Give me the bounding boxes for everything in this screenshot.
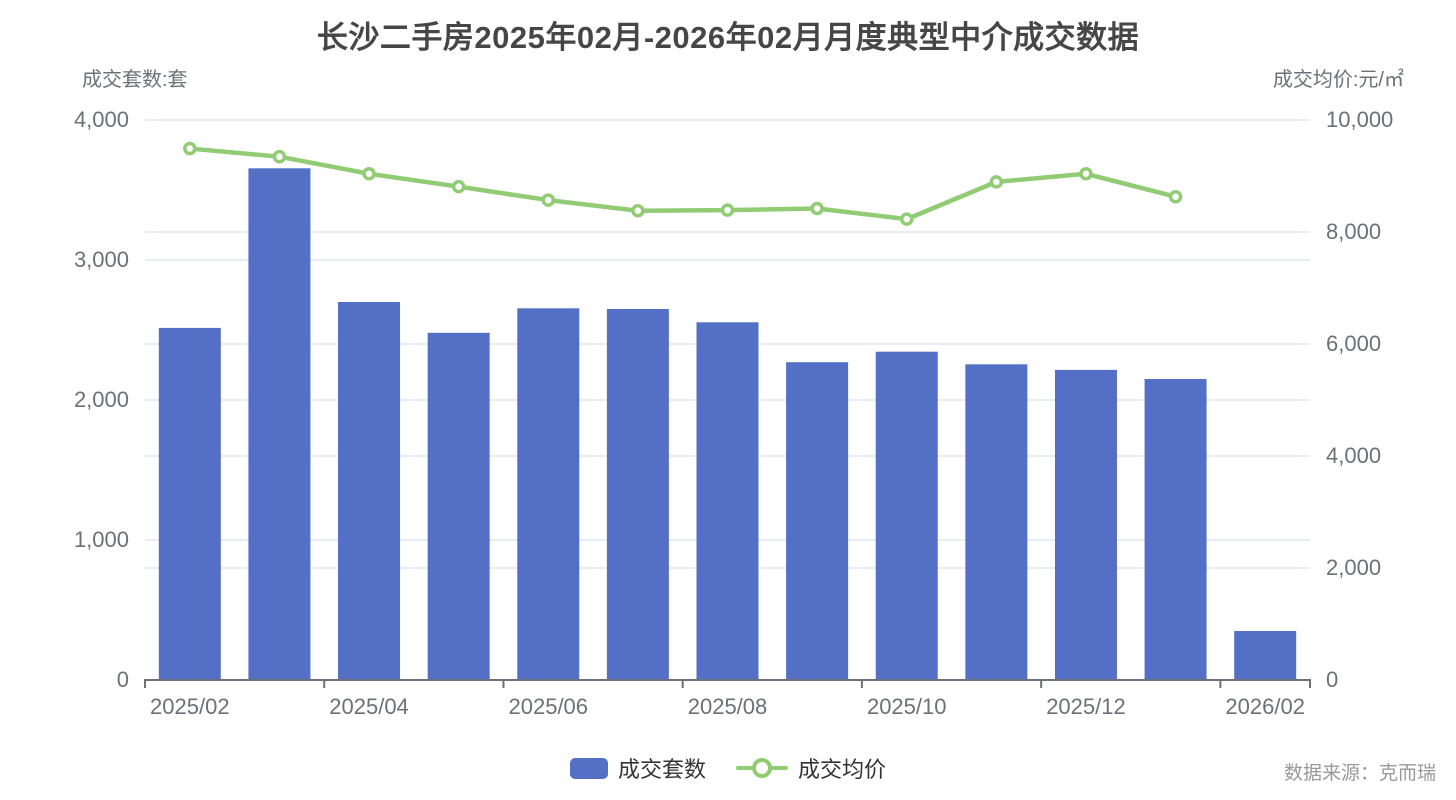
right-axis-tick-label: 2,000 <box>1326 555 1381 580</box>
line-point[interactable] <box>1168 189 1183 204</box>
line-point[interactable] <box>720 203 735 217</box>
bar[interactable] <box>1144 379 1207 680</box>
line-point[interactable] <box>631 203 645 218</box>
left-axis-tick-label: 1,000 <box>74 527 129 552</box>
x-axis-tick-label: 2025/10 <box>867 694 947 719</box>
line-point[interactable] <box>272 149 287 164</box>
bar[interactable] <box>338 302 401 680</box>
legend-label-line: 成交均价 <box>798 757 887 782</box>
line-point[interactable] <box>810 201 824 216</box>
line-point[interactable] <box>541 193 556 207</box>
x-axis-tick-label: 2025/06 <box>509 694 589 719</box>
right-axis-tick-label: 6,000 <box>1326 331 1381 356</box>
bar[interactable] <box>786 362 849 680</box>
legend: 成交套数 成交均价 <box>0 752 1456 784</box>
left-axis-tick-label: 2,000 <box>74 387 129 412</box>
bar[interactable] <box>606 309 669 680</box>
legend-item-line-series[interactable]: 成交均价 <box>736 752 886 784</box>
bar[interactable] <box>1234 631 1297 680</box>
line-series <box>187 146 1178 222</box>
x-axis-tick-label: 2025/02 <box>150 694 230 719</box>
bar[interactable] <box>517 308 580 680</box>
line-ring-icon <box>752 758 772 778</box>
bar[interactable] <box>696 322 759 680</box>
bar[interactable] <box>965 364 1028 680</box>
x-axis-tick-label: 2025/04 <box>329 694 409 719</box>
x-axis-tick-label: 2026/02 <box>1225 694 1305 719</box>
right-axis-name: 成交均价:元/㎡ <box>1272 69 1404 91</box>
line-point[interactable] <box>362 167 376 181</box>
legend-label-bar: 成交套数 <box>617 757 706 782</box>
data-source: 数据来源：克而瑞 <box>1283 763 1436 784</box>
right-axis-tick-label: 0 <box>1326 667 1338 692</box>
right-axis-tick-label: 4,000 <box>1326 443 1381 468</box>
bar[interactable] <box>158 327 221 680</box>
legend-item-bar-series[interactable]: 成交套数 <box>569 752 706 784</box>
line-marker-icon <box>736 757 788 779</box>
bar[interactable] <box>248 168 311 681</box>
bar[interactable] <box>875 351 938 680</box>
right-axis-tick-label: 10,000 <box>1326 107 1393 132</box>
line-point[interactable] <box>989 175 1004 189</box>
line-point[interactable] <box>1079 167 1093 181</box>
left-axis-tick-label: 4,000 <box>74 107 129 132</box>
line-point[interactable] <box>899 212 914 226</box>
chart-title: 长沙二手房2025年02月-2026年02月月度典型中介成交数据 <box>316 20 1140 55</box>
x-axis-tick-label: 2025/08 <box>688 694 768 719</box>
line-point[interactable] <box>183 141 197 156</box>
bar-swatch-icon <box>569 757 608 779</box>
bar[interactable] <box>427 332 490 680</box>
left-axis-name: 成交套数:套 <box>82 69 188 91</box>
right-axis-tick-label: 8,000 <box>1326 219 1381 244</box>
left-axis-tick-label: 0 <box>117 667 129 692</box>
left-axis-tick-label: 3,000 <box>74 247 129 272</box>
bar[interactable] <box>1054 369 1117 680</box>
x-axis-tick-label: 2025/12 <box>1046 694 1126 719</box>
line-point[interactable] <box>451 179 466 194</box>
